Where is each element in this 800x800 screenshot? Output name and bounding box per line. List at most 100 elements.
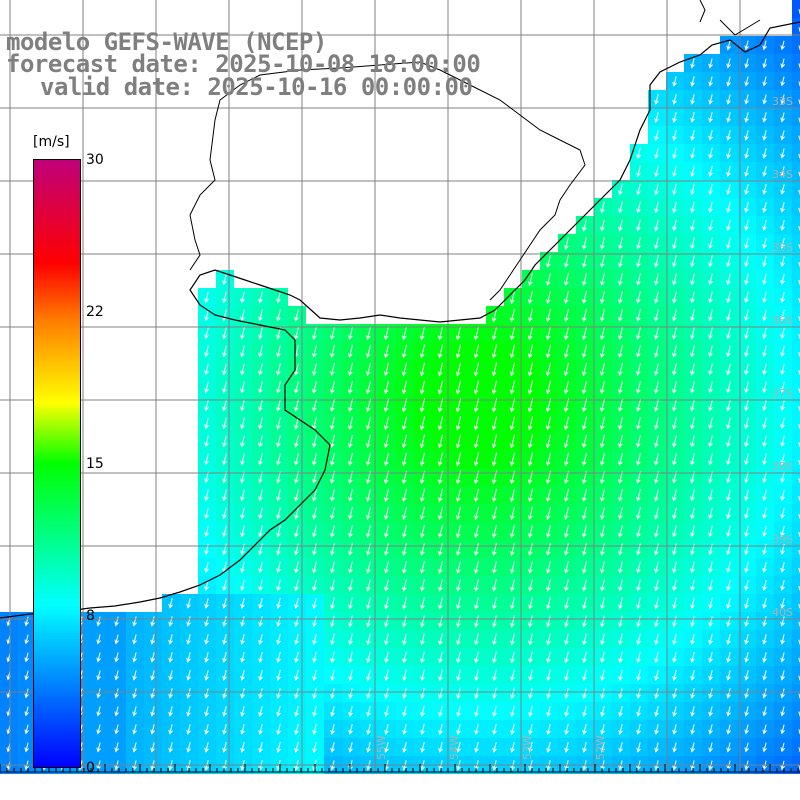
wind-arrow [563, 452, 570, 467]
wind-arrow [240, 435, 245, 448]
wind-arrow [564, 561, 569, 574]
wind-arrow [510, 723, 515, 736]
wind-arrow [636, 724, 641, 735]
wind-arrow [276, 363, 281, 376]
lagoon-coast [699, 0, 761, 36]
wind-arrow [708, 58, 713, 69]
wind-arrow [402, 742, 407, 753]
wind-arrow [132, 616, 137, 627]
wind-arrow [708, 670, 713, 681]
wind-arrow [618, 362, 623, 377]
wind-arrow [636, 147, 641, 160]
wind-arrow [383, 380, 390, 395]
wind-arrow [762, 345, 767, 358]
wind-arrow [545, 452, 552, 467]
wind-arrow [456, 723, 461, 736]
wind-arrow [672, 633, 677, 646]
wind-arrow [312, 651, 317, 664]
wind-arrow [708, 706, 713, 717]
wind-arrow [780, 399, 785, 412]
wind-arrow [708, 435, 713, 448]
wind-arrow [690, 489, 695, 502]
wind-arrow [780, 742, 786, 753]
wind-arrow [168, 598, 173, 609]
wind-arrow [744, 652, 749, 663]
wind-arrow [599, 398, 606, 413]
wind-arrow [690, 327, 695, 340]
field-cell [792, 270, 800, 288]
wind-arrow [618, 543, 623, 556]
wind-arrow [744, 255, 749, 268]
wind-arrow [258, 327, 263, 340]
wind-arrow [330, 326, 335, 340]
wind-arrow [492, 669, 497, 682]
wind-arrow [455, 524, 462, 539]
wind-arrow [726, 453, 731, 466]
wind-arrow [509, 380, 516, 395]
wind-arrow [240, 363, 245, 376]
wind-arrow [618, 273, 623, 286]
wind-arrow [456, 561, 461, 574]
wind-arrow [528, 633, 533, 646]
wind-arrow [384, 669, 389, 682]
wind-arrow [330, 525, 335, 538]
wind-arrow [455, 488, 462, 503]
field-cell [792, 54, 800, 72]
wind-arrow [474, 579, 479, 592]
wind-arrow [690, 309, 695, 322]
wind-arrow [654, 651, 659, 664]
wind-arrow [654, 724, 659, 735]
wind-arrow [240, 327, 245, 340]
wind-arrow [708, 129, 713, 141]
wind-arrow [726, 165, 731, 177]
wind-arrow [582, 579, 587, 592]
wind-arrow [204, 670, 209, 681]
wind-arrow [348, 742, 353, 753]
wind-arrow [582, 255, 587, 268]
wind-arrow [672, 742, 677, 753]
wind-arrow [438, 561, 443, 574]
wind-arrow [762, 219, 767, 231]
wind-arrow [780, 580, 785, 591]
wind-arrow [780, 706, 785, 717]
wind-arrow [672, 561, 677, 574]
wind-arrow [240, 561, 245, 574]
wind-arrow [258, 633, 263, 645]
wind-arrow [492, 633, 497, 646]
wind-arrow [744, 381, 749, 394]
wind-arrow [420, 651, 425, 664]
wind-arrow [528, 669, 533, 682]
wind-arrow [654, 219, 659, 232]
wind-arrow [762, 184, 767, 195]
wind-arrow [690, 165, 695, 178]
wind-arrow [744, 435, 749, 448]
wind-arrow [419, 398, 426, 413]
wind-arrow [492, 561, 497, 574]
wind-arrow [780, 58, 785, 69]
wind-arrow [401, 434, 408, 449]
wind-arrow [240, 507, 245, 520]
wind-arrow [636, 507, 641, 520]
wind-arrow [618, 579, 623, 592]
wind-arrow [366, 506, 371, 520]
field-cell [792, 738, 800, 756]
wind-arrow [780, 309, 785, 322]
wind-arrow [600, 201, 605, 214]
wind-arrow [672, 165, 677, 178]
wind-arrow [456, 633, 461, 646]
wind-arrow [96, 742, 101, 753]
wind-arrow [258, 705, 263, 717]
wind-arrow [708, 615, 713, 628]
wind-arrow [636, 525, 641, 538]
wind-arrow [294, 435, 299, 448]
wind-arrow [744, 148, 749, 159]
wind-arrow [492, 651, 497, 664]
wind-arrow [258, 291, 263, 304]
wind-arrow [383, 452, 390, 467]
wind-arrow [294, 723, 299, 736]
wind-arrow [690, 363, 695, 376]
wind-arrow [690, 201, 695, 214]
wind-arrow [708, 543, 713, 556]
wind-arrow [672, 651, 677, 664]
field-cell [792, 126, 800, 144]
